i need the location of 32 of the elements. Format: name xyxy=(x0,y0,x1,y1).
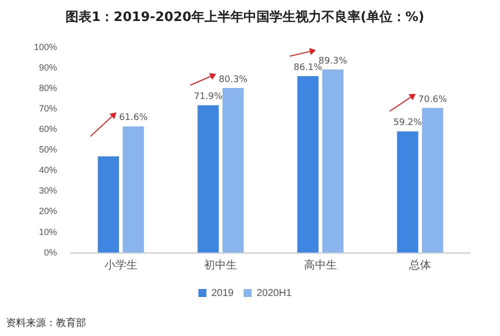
bar xyxy=(297,76,319,253)
bar xyxy=(122,126,144,253)
bar xyxy=(397,131,418,253)
y-tick-label: 90% xyxy=(39,62,58,73)
y-tick-label: 20% xyxy=(39,206,58,216)
y-tick-label: 70% xyxy=(39,104,58,114)
chart-title: 图表1：2019-2020年上半年中国学生视力不良率(单位：%) xyxy=(66,9,424,26)
bar xyxy=(422,108,444,253)
x-tick-label: 初中生 xyxy=(204,258,238,272)
bar xyxy=(322,70,344,253)
y-tick-label: 30% xyxy=(39,186,58,196)
data-label: 59.2% xyxy=(393,118,422,128)
x-tick-label: 小学生 xyxy=(104,258,138,272)
data-label: 61.6% xyxy=(119,113,148,124)
text: 资料来源：教育部 xyxy=(6,316,86,330)
data-label: 80.3% xyxy=(218,74,248,85)
bar xyxy=(222,88,244,253)
y-tick-label: 50% xyxy=(39,144,58,155)
y-tick-label: 0% xyxy=(44,247,58,258)
y-tick-label: 80% xyxy=(39,83,58,94)
bar xyxy=(98,156,120,253)
data-label: 70.6% xyxy=(418,94,448,105)
y-tick-label: 40% xyxy=(39,165,58,176)
x-tick-label: 总体 xyxy=(408,258,432,272)
y-tick-label: 100% xyxy=(34,42,58,52)
y-tick-label: 10% xyxy=(39,226,58,237)
legend-label: 2020H1 xyxy=(256,288,292,299)
legend-label: 2019 xyxy=(211,288,234,299)
x-tick-label: 高中生 xyxy=(304,258,337,272)
y-tick-label: 60% xyxy=(39,124,58,134)
data-label: 71.9% xyxy=(194,92,223,102)
bar xyxy=(198,105,219,253)
